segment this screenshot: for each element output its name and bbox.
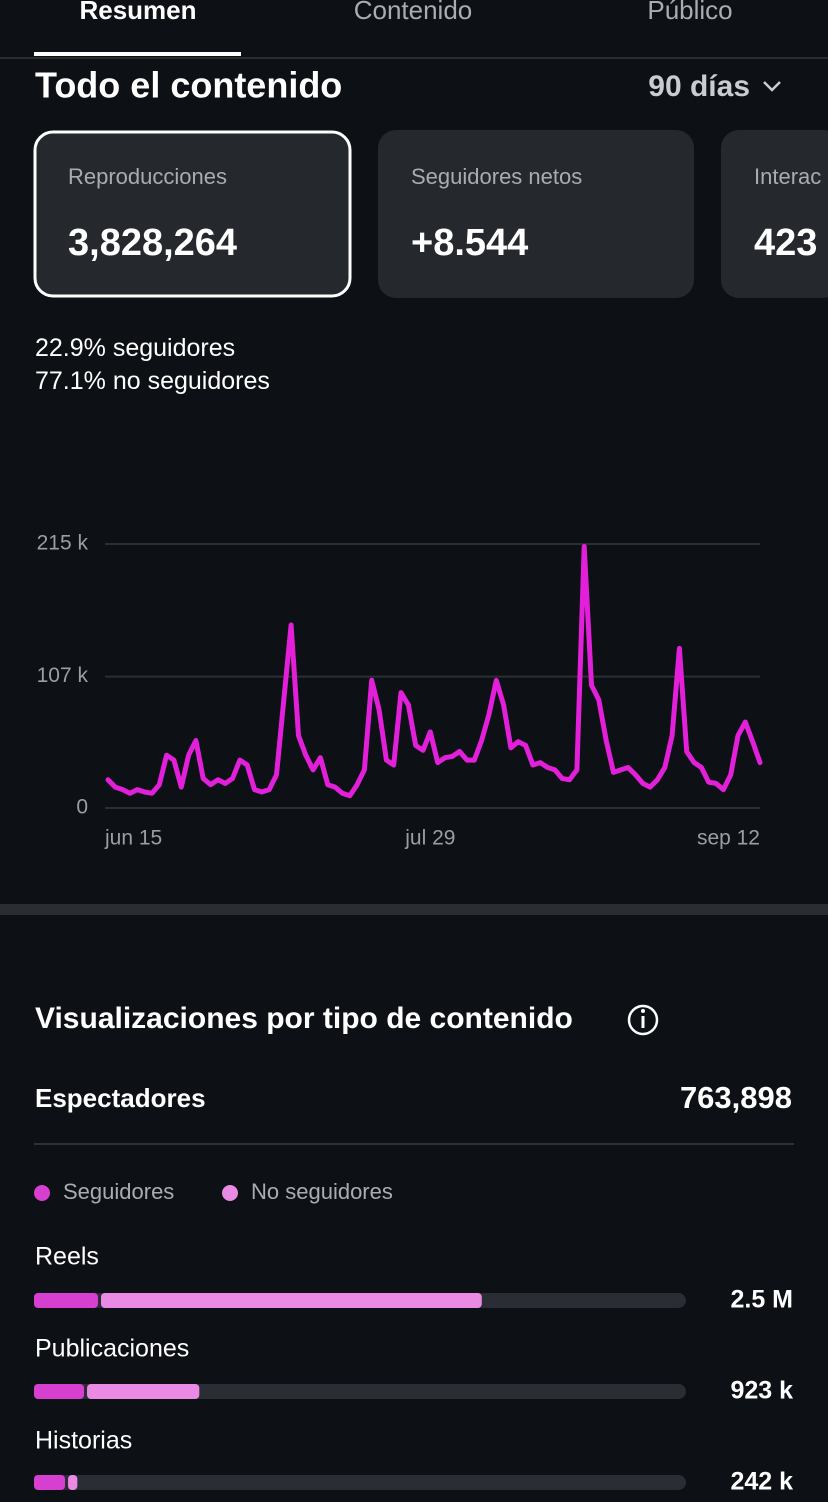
y-tick-label: 215 k: [37, 532, 89, 555]
bar-segment: [34, 1293, 98, 1308]
info-icon[interactable]: [627, 1004, 659, 1036]
tab[interactable]: Resumen: [79, 0, 196, 25]
bar-segment: [34, 1475, 66, 1490]
viewers-value: 763,898: [680, 1080, 792, 1115]
viewers-label: Espectadores: [35, 1083, 206, 1113]
y-tick-label: 107 k: [37, 664, 89, 687]
legend-label: Seguidores: [63, 1179, 174, 1204]
bar-total-label: 242 k: [730, 1468, 793, 1496]
category-label: Publicaciones: [35, 1335, 189, 1363]
x-tick-label: jun 15: [104, 827, 162, 850]
metric-card[interactable]: [33, 130, 352, 298]
metric-card[interactable]: [378, 130, 694, 298]
legend-label: No seguidores: [251, 1179, 393, 1204]
split-label: seguidores: [113, 334, 235, 362]
tab[interactable]: Contenido: [354, 0, 473, 25]
line-series: [105, 544, 763, 799]
split-line: 77.1% no seguidores: [35, 367, 270, 395]
chevron-icon[interactable]: [763, 81, 781, 92]
bar-segment: [68, 1475, 78, 1490]
percent: 77.1%: [35, 367, 106, 395]
card-value: 3,828,264: [68, 222, 237, 264]
card-value: +8.544: [411, 222, 528, 264]
metric-card[interactable]: [721, 130, 828, 298]
bar-track: [34, 1475, 686, 1490]
tab-indicator: [34, 52, 241, 56]
split-line: 22.9% seguidores: [35, 334, 235, 362]
bar-segment: [100, 1293, 482, 1308]
category-label: Historias: [35, 1427, 132, 1455]
section-divider: [0, 904, 828, 915]
bar-total-label: 2.5 M: [730, 1286, 793, 1314]
bar-total-label: 923 k: [730, 1377, 793, 1405]
y-tick-label: 0: [76, 796, 88, 819]
tab[interactable]: Público: [647, 0, 732, 25]
x-tick-label: sep 12: [697, 827, 760, 850]
card-label: Seguidores netos: [411, 164, 582, 189]
divider: [34, 1143, 794, 1145]
x-tick-label: jul 29: [404, 827, 455, 850]
percent: 22.9%: [35, 334, 106, 362]
card-label: Interac: [754, 164, 821, 189]
divider: [0, 57, 828, 59]
info-icon-stem: [641, 1016, 645, 1028]
split-label: no seguidores: [113, 367, 270, 395]
bar-segment: [87, 1384, 200, 1399]
category-label: Reels: [35, 1243, 99, 1271]
bar-segment: [34, 1384, 85, 1399]
section-title: Visualizaciones por tipo de contenido: [35, 1002, 573, 1035]
info-icon-dot: [641, 1009, 645, 1013]
section-title: Todo el contenido: [35, 65, 342, 106]
legend-swatch: [222, 1185, 238, 1201]
card-label: Reproducciones: [68, 164, 227, 189]
period-selector[interactable]: 90 días: [648, 70, 750, 103]
card-value: 423: [754, 222, 817, 264]
legend-swatch: [34, 1185, 50, 1201]
